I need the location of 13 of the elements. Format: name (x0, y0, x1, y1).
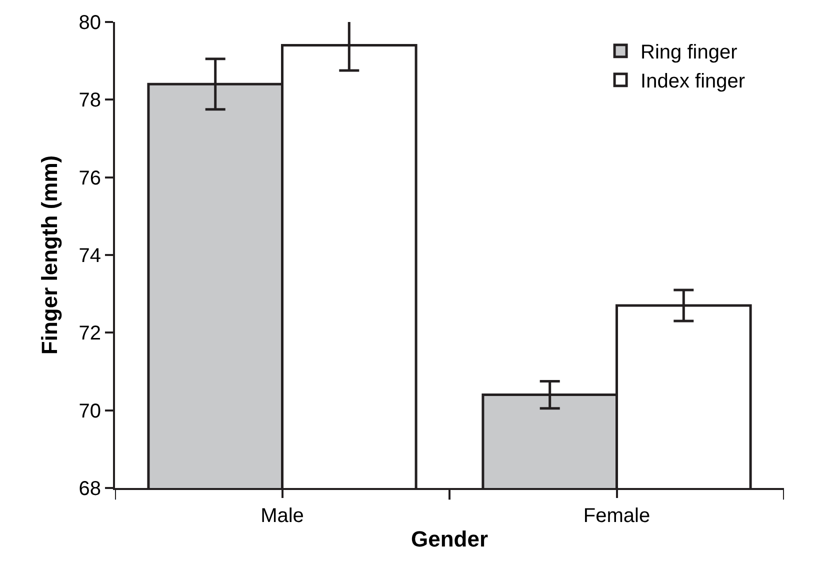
x-tick-label: Female (583, 505, 650, 527)
y-tick-label: 78 (78, 90, 101, 112)
y-tick-label: 74 (78, 245, 101, 267)
y-tick-label: 70 (78, 400, 101, 422)
x-axis-title: Gender (410, 526, 488, 552)
y-tick-label: 68 (78, 478, 101, 500)
legend-label: Index finger (640, 70, 746, 93)
y-tick-label: 76 (78, 167, 101, 190)
y-axis-title: Finger length (mm) (37, 155, 62, 355)
y-tick-label: 72 (78, 322, 101, 345)
legend-label: Ring finger (640, 42, 738, 64)
x-tick-label: Male (260, 505, 304, 527)
y-tick-label: 80 (78, 12, 101, 34)
